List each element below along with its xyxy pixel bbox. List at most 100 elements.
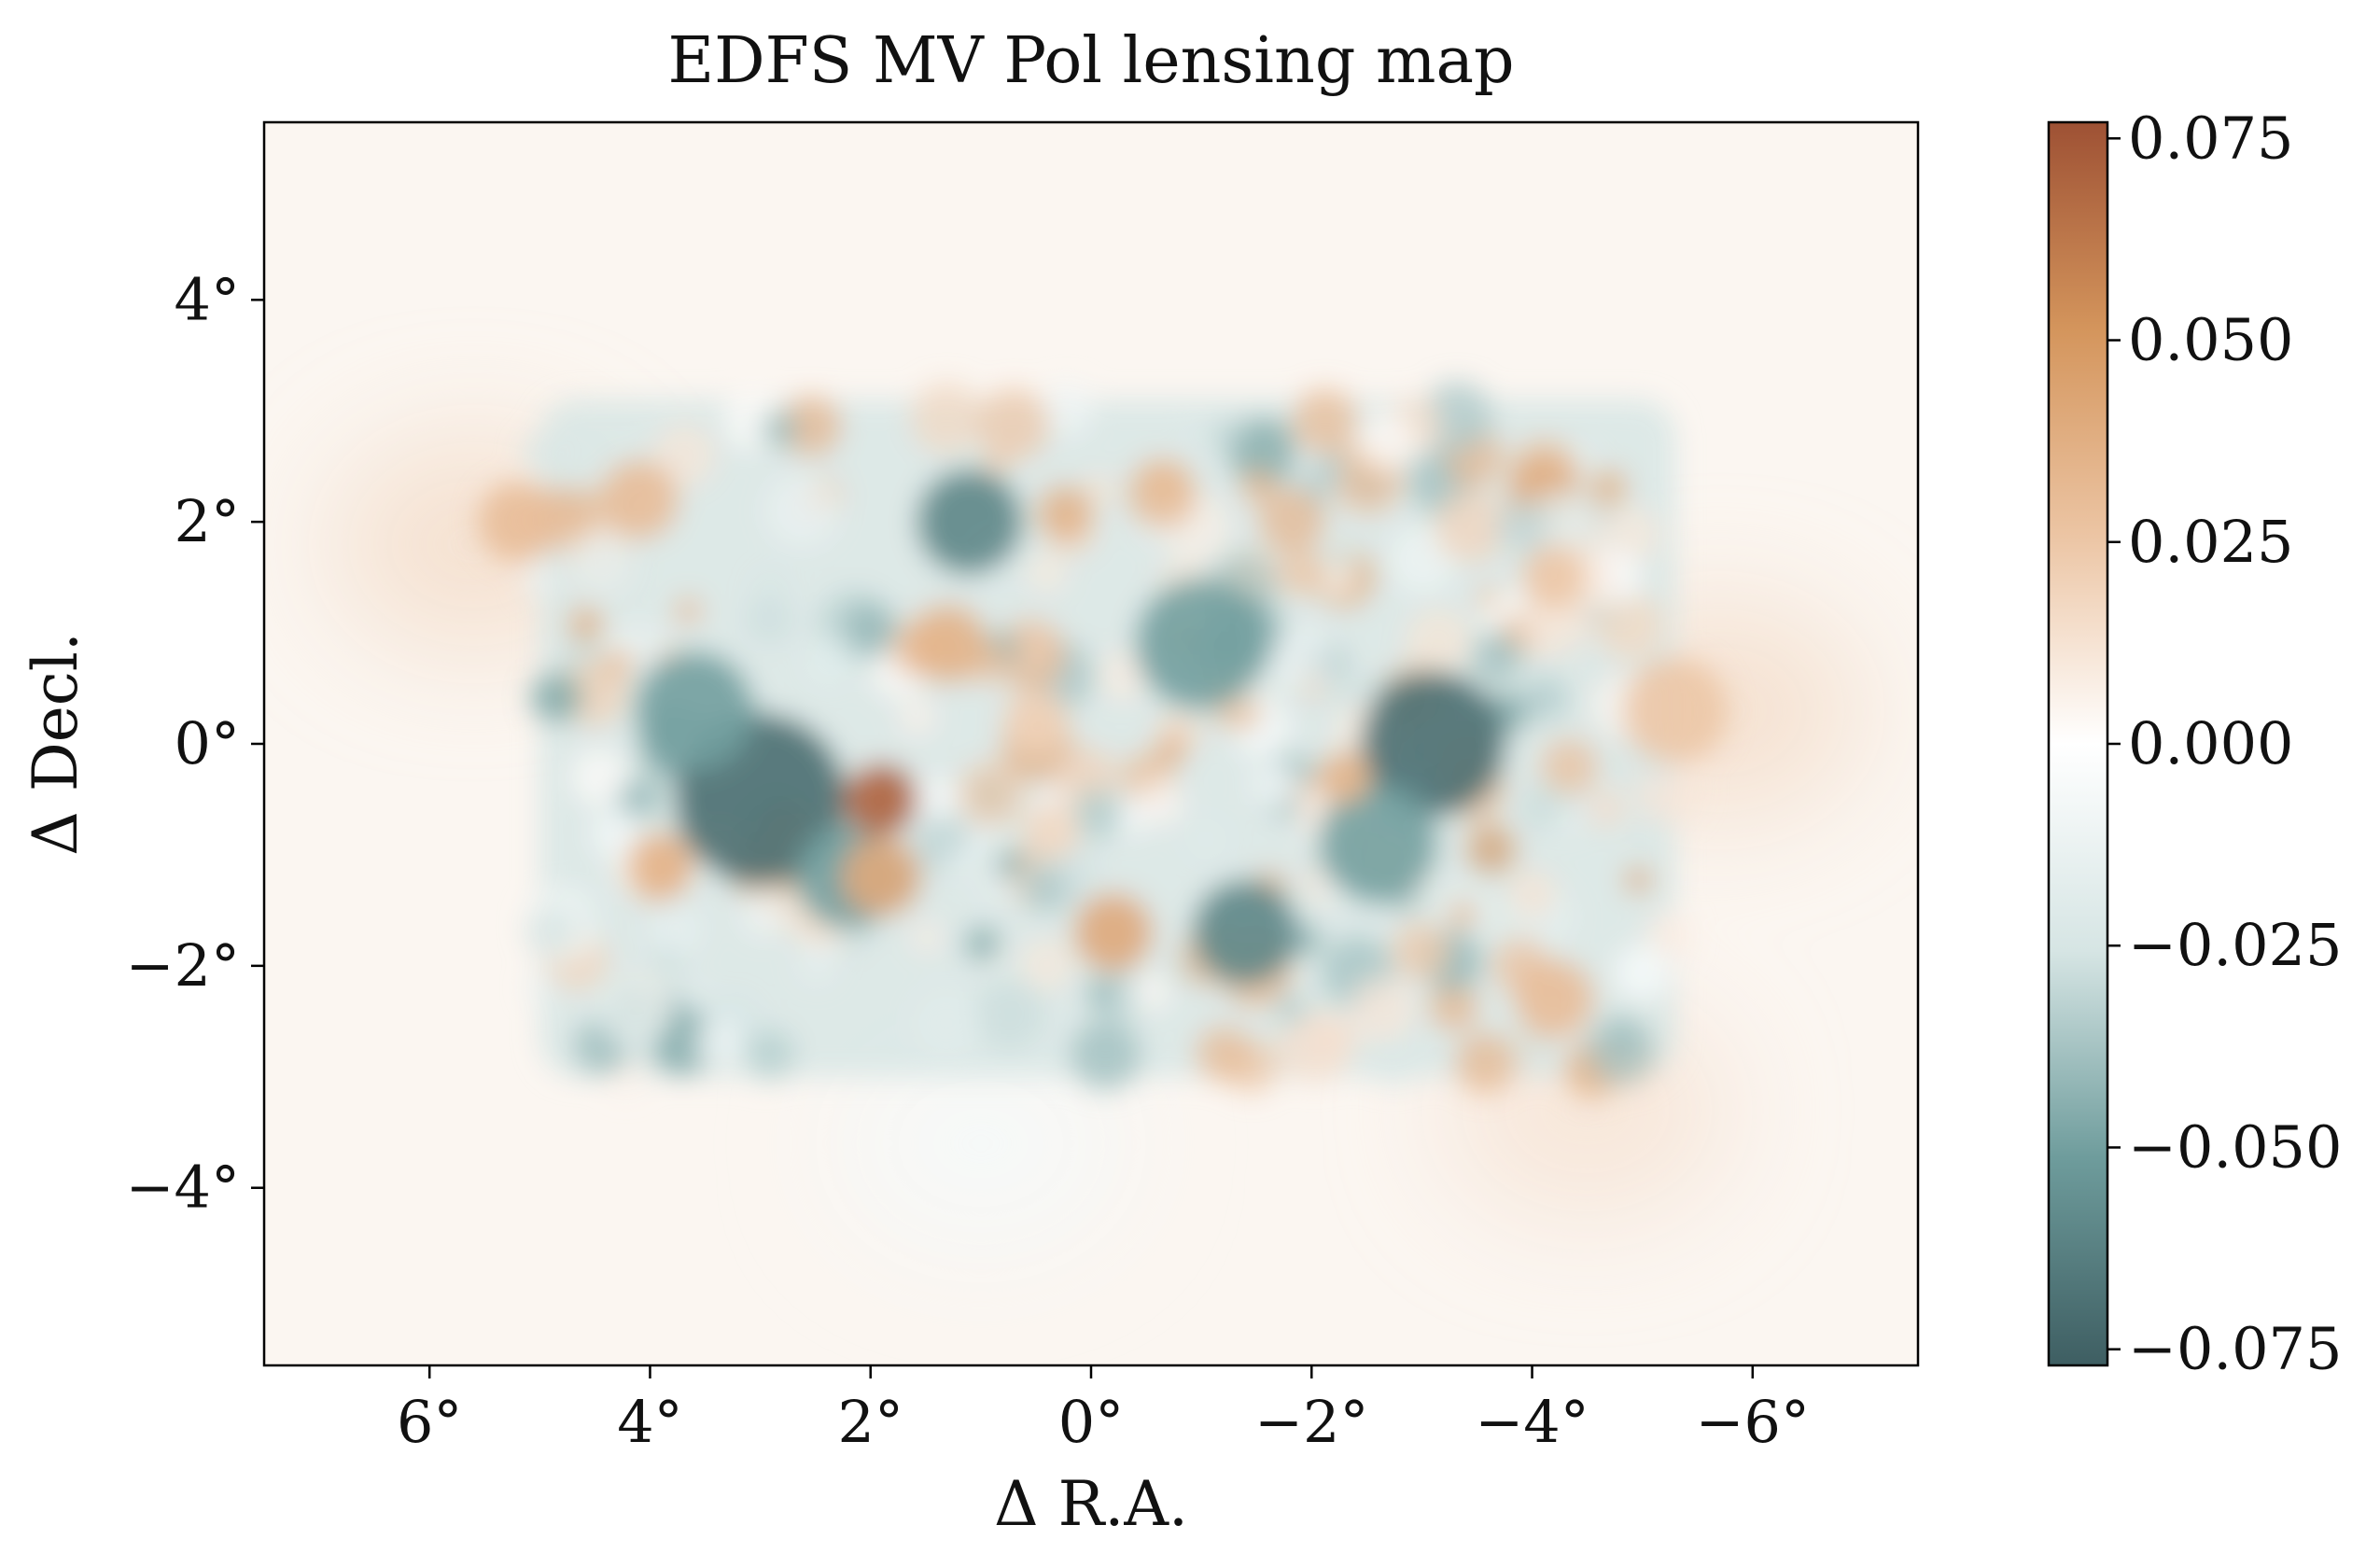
field-feature bbox=[1073, 892, 1154, 972]
field-cell bbox=[679, 983, 708, 1013]
field-cell bbox=[1035, 483, 1095, 542]
field-cell bbox=[1227, 417, 1298, 488]
field-cell bbox=[1132, 972, 1171, 1011]
field-cell bbox=[761, 410, 799, 449]
field-cell bbox=[1428, 980, 1479, 1032]
field-feature bbox=[1318, 750, 1372, 804]
field-cell bbox=[1083, 473, 1115, 507]
field-cell bbox=[1270, 625, 1339, 694]
field-cell bbox=[1257, 487, 1326, 555]
field-cell bbox=[1027, 553, 1067, 593]
heatmap-area bbox=[264, 122, 1918, 1365]
field-cell bbox=[957, 761, 1024, 828]
field-feature bbox=[478, 482, 558, 562]
field-cell bbox=[1587, 789, 1627, 828]
field-cell bbox=[590, 807, 643, 860]
field-cell bbox=[1624, 865, 1653, 895]
field-cell bbox=[1137, 779, 1184, 827]
field-cell bbox=[996, 850, 1023, 877]
field-cell bbox=[653, 425, 716, 487]
field-feature bbox=[842, 837, 922, 917]
field-cell bbox=[804, 636, 856, 688]
field-cell bbox=[764, 473, 840, 548]
field-cell bbox=[1183, 817, 1229, 862]
field-feature bbox=[1002, 688, 1070, 755]
field-cell bbox=[1195, 1025, 1253, 1083]
field-cell bbox=[1586, 1016, 1655, 1085]
field-cell bbox=[843, 601, 898, 656]
colorbar-tick-label: 0.025 bbox=[2128, 508, 2294, 576]
field-cell bbox=[601, 647, 635, 680]
field-cell bbox=[965, 825, 999, 859]
x-tick-label: −2° bbox=[1254, 1388, 1368, 1456]
field-cell bbox=[1392, 921, 1452, 982]
x-tick-label: 2° bbox=[838, 1388, 903, 1456]
field-cell bbox=[1070, 1018, 1141, 1091]
field-cell bbox=[620, 777, 662, 818]
colorbar-tick-label: 0.050 bbox=[2128, 306, 2294, 374]
field-cell bbox=[1356, 413, 1414, 470]
field-cell bbox=[530, 672, 582, 724]
field-cell bbox=[1519, 784, 1565, 831]
field-cell bbox=[1071, 789, 1123, 841]
field-cell bbox=[750, 568, 790, 607]
field-cell bbox=[945, 849, 973, 877]
field-feature bbox=[627, 832, 694, 900]
field-cell bbox=[1040, 383, 1094, 437]
field-feature bbox=[917, 469, 1023, 575]
field-cell bbox=[743, 1028, 795, 1081]
field-cell bbox=[1406, 609, 1472, 676]
field-feature bbox=[845, 763, 918, 836]
x-tick-label: 4° bbox=[617, 1388, 682, 1456]
field-cell bbox=[1471, 632, 1523, 683]
field-cell bbox=[1507, 870, 1556, 917]
field-cell bbox=[1596, 592, 1664, 660]
field-feature bbox=[1520, 544, 1588, 611]
field-cell bbox=[909, 776, 960, 827]
field-cell bbox=[780, 396, 842, 457]
y-tick-label: −4° bbox=[126, 1154, 240, 1222]
field-cell bbox=[1540, 737, 1599, 796]
field-cell bbox=[567, 606, 605, 643]
field-cell bbox=[522, 563, 558, 599]
y-tick-label: 2° bbox=[175, 487, 240, 555]
field-cell bbox=[674, 596, 703, 625]
field-feature bbox=[634, 651, 754, 771]
field-cell bbox=[1126, 458, 1197, 530]
colorbar-fill bbox=[2047, 120, 2109, 1367]
field-cell bbox=[740, 888, 789, 937]
field-cell bbox=[693, 1018, 738, 1064]
field-feature bbox=[599, 459, 679, 539]
y-tick-label: 4° bbox=[175, 265, 240, 333]
field-cell bbox=[1448, 900, 1477, 930]
field-cell bbox=[1272, 989, 1309, 1026]
field-cell bbox=[1186, 418, 1214, 447]
field-cell bbox=[570, 748, 628, 806]
field-cell bbox=[1495, 498, 1550, 553]
colorbar-tick-label: −0.050 bbox=[2128, 1112, 2342, 1181]
field-feature bbox=[1192, 879, 1299, 986]
colorbar-tick-label: −0.075 bbox=[2128, 1315, 2342, 1383]
x-axis-label: Δ R.A. bbox=[994, 1468, 1188, 1540]
field-cell bbox=[964, 926, 1002, 963]
field-cell bbox=[911, 921, 943, 953]
x-axis: 6° 4° 2° 0° −2° −4° −6° bbox=[397, 1365, 1810, 1456]
field-feature bbox=[1514, 959, 1594, 1040]
x-tick-label: 6° bbox=[397, 1388, 462, 1456]
field-cell bbox=[1023, 867, 1071, 914]
field-cell bbox=[1464, 822, 1519, 875]
field-cell bbox=[1475, 583, 1503, 611]
field-feature bbox=[1135, 578, 1268, 710]
field-cell bbox=[572, 536, 634, 597]
field-cell bbox=[1434, 489, 1508, 564]
colorbar-ticks: 0.075 0.050 0.025 0.000 −0.025 −0.050 −0.075 bbox=[2107, 104, 2342, 1383]
field-cell bbox=[1555, 809, 1584, 838]
field-cell bbox=[1098, 650, 1150, 701]
field-cell bbox=[1021, 802, 1081, 860]
y-axis-label: Δ Decl. bbox=[20, 632, 91, 856]
field-cell bbox=[1293, 926, 1323, 956]
field-cell bbox=[654, 945, 684, 975]
field-cell bbox=[1365, 1032, 1420, 1086]
field-cell bbox=[976, 387, 1050, 462]
